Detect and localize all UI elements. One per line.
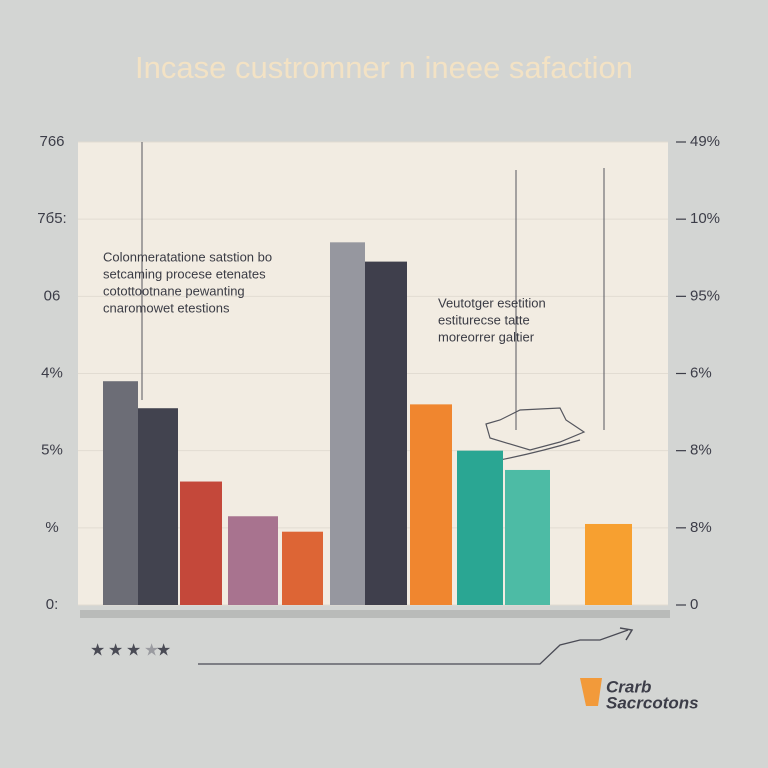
- y-tick-label: 0:: [46, 596, 59, 613]
- y-tick-label: 06: [44, 287, 61, 304]
- y-tick-label: 4%: [41, 364, 63, 381]
- annotation: Colonmeratatione satstion bo: [103, 249, 272, 264]
- bar: [365, 261, 407, 605]
- bar: [410, 404, 452, 605]
- logo-text: Sacrcotons: [606, 693, 699, 712]
- annotation: setcaming procese etenates: [103, 266, 266, 281]
- y2-tick-label: 0: [690, 596, 698, 613]
- annotation: cnaromowet etestions: [103, 300, 230, 315]
- bar: [103, 381, 138, 605]
- y2-tick-label: 10%: [690, 210, 720, 227]
- arrow-head: [619, 627, 634, 641]
- y2-tick-label: 49%: [690, 133, 720, 150]
- y-tick-label: %: [45, 519, 58, 536]
- y2-tick-label: 95%: [690, 287, 720, 304]
- star: ★: [108, 640, 123, 659]
- star: ★: [126, 640, 141, 659]
- stars: ★ ★ ★ ★ ★: [90, 640, 171, 659]
- bar: [180, 481, 222, 605]
- bar: [282, 531, 323, 605]
- y2-tick-label: 8%: [690, 519, 712, 536]
- bar: [330, 242, 365, 606]
- y-tick-label: 5%: [41, 442, 63, 459]
- bar: [228, 516, 278, 605]
- star: ★: [144, 640, 159, 659]
- frame-shadow: [80, 610, 670, 618]
- y2-tick-label: 6%: [690, 364, 712, 381]
- star: ★: [90, 640, 105, 659]
- y-tick-label: 766: [39, 133, 64, 150]
- bar: [457, 450, 503, 605]
- bar: [585, 523, 632, 605]
- star: ★: [156, 640, 171, 659]
- annotation: moreorrer galtier: [438, 329, 535, 344]
- annotation: cotottootnane pewanting: [103, 283, 245, 298]
- trend-arrow: [198, 629, 629, 665]
- y-tick-label: 7б5:: [37, 210, 66, 227]
- bar: [138, 408, 178, 605]
- logo-icon: [580, 678, 602, 706]
- logo-text: Crarb: [606, 677, 651, 696]
- hand-icon: [485, 407, 586, 461]
- y2-tick-label: 8%: [690, 442, 712, 459]
- bar: [505, 469, 550, 605]
- annotation: Veutotger esetition: [438, 295, 546, 310]
- annotation: estiturecse tatte: [438, 312, 530, 327]
- chart-title: Incase custromner n ineee safaction: [135, 50, 633, 85]
